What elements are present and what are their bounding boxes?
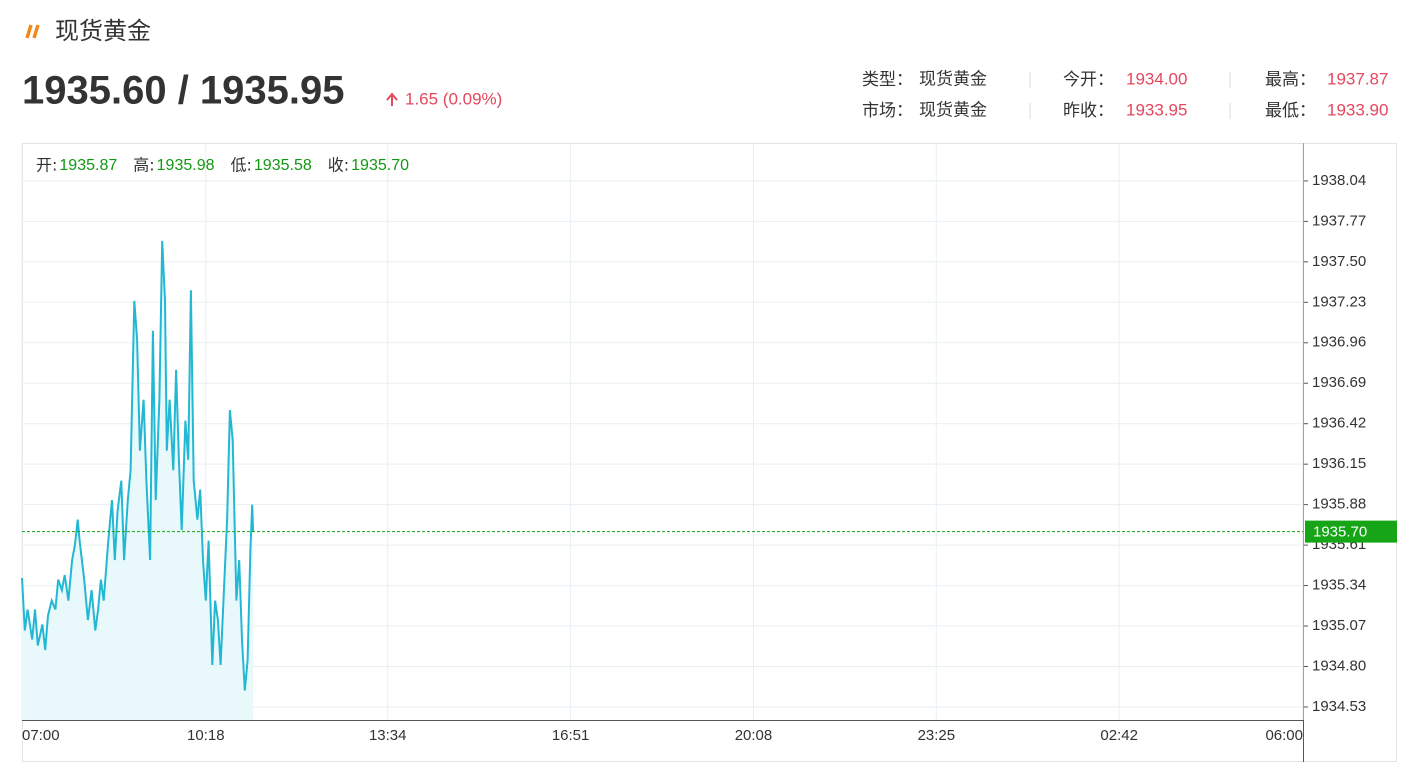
x-tick-label: 13:34 (369, 727, 407, 744)
ohlc-label: 收: (328, 156, 349, 175)
info-label: 昨收： (1063, 101, 1114, 121)
x-tick-label: 16:51 (552, 727, 590, 744)
info-label: 最低： (1265, 101, 1316, 121)
info-label: 最高： (1265, 70, 1316, 90)
ohlc-label: 开: (36, 156, 57, 175)
ohlc-label: 高: (133, 156, 154, 175)
last-price-label: 1935.70 (1313, 524, 1367, 541)
y-tick-label: 1934.53 (1312, 698, 1366, 715)
ohlc-value: 1935.70 (351, 157, 409, 174)
ohlc-value: 1935.58 (254, 157, 312, 174)
y-tick-label: 1935.07 (1312, 617, 1366, 634)
y-tick-label: 1935.34 (1312, 577, 1366, 594)
ohlc-label: 低: (231, 156, 252, 175)
y-tick-label: 1934.80 (1312, 657, 1366, 674)
y-tick-label: 1936.15 (1312, 455, 1366, 472)
y-tick-label: 1935.88 (1312, 496, 1366, 513)
info-value: 1933.95 (1126, 100, 1187, 119)
info-value: 1934.00 (1126, 69, 1187, 88)
info-label: 今开： (1063, 70, 1114, 90)
info-value: 现货黄金 (919, 69, 987, 88)
info-value: 现货黄金 (919, 100, 987, 119)
x-tick-label: 20:08 (735, 727, 773, 744)
y-tick-label: 1937.50 (1312, 253, 1366, 270)
change: 1.65 (0.09%) (405, 89, 502, 108)
y-tick-label: 1937.77 (1312, 212, 1366, 229)
x-tick-label: 23:25 (918, 727, 956, 744)
x-tick-label: 10:18 (187, 727, 225, 744)
info-value: 1933.90 (1327, 100, 1388, 119)
up-arrow (386, 92, 398, 106)
info-value: 1937.87 (1327, 69, 1388, 88)
info-label: 市场： (862, 101, 913, 121)
y-tick-label: 1938.04 (1312, 172, 1366, 189)
x-tick-label: 07:00 (22, 727, 60, 744)
info-separators (1029, 72, 1231, 119)
line (21, 240, 255, 691)
y-tick-label: 1936.96 (1312, 334, 1366, 351)
y-tick-label: 1936.42 (1312, 415, 1366, 432)
ohlc-value: 1935.98 (157, 157, 215, 174)
ohlc-value: 1935.87 (59, 157, 117, 174)
area (22, 240, 254, 720)
info-label: 类型： (862, 70, 913, 90)
x-tick-label: 06:00 (1265, 727, 1303, 744)
logo (25, 24, 40, 39)
title: 现货黄金 (55, 17, 151, 45)
y-tick-label: 1937.23 (1312, 293, 1366, 310)
x-tick-label: 02:42 (1100, 727, 1138, 744)
price: 1935.60 / 1935.95 (22, 69, 345, 113)
y-tick-label: 1936.69 (1312, 374, 1366, 391)
last-price-box (1305, 520, 1397, 543)
